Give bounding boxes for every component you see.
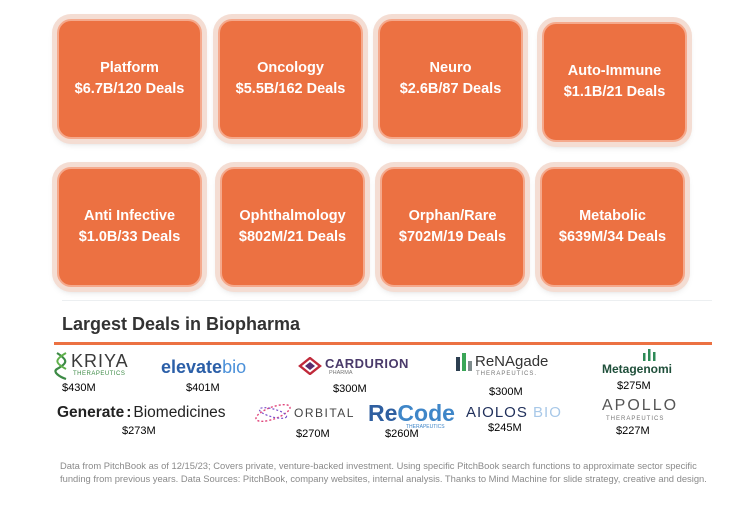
recode-amount: $260M	[385, 428, 419, 440]
sector-value: $2.6B/87 Deals	[399, 81, 502, 97]
sector-value: $6.7B/120 Deals	[74, 81, 185, 97]
elevatebio-name-a: elevate	[161, 357, 223, 377]
recode-name-a: Re	[368, 400, 398, 426]
renagade-amount: $300M	[489, 386, 523, 398]
sector-value: $1.0B/33 Deals	[78, 229, 181, 245]
dna-icon	[54, 352, 67, 381]
sector-tile-orphan-rare: Orphan/Rare $702M/19 Deals	[380, 167, 525, 287]
cardurion-name: CARDURION	[325, 356, 409, 371]
renagade-bars-icon	[456, 353, 472, 371]
footnote: Data from PitchBook as of 12/15/23; Cove…	[60, 460, 707, 484]
aiolos-name-a: AIOLOS	[466, 404, 528, 421]
aiolos-bio-logo: AIOLOS BIO	[466, 404, 562, 421]
generate-amount: $273M	[122, 425, 156, 437]
metagenomi-name: Metagenomi	[602, 362, 673, 376]
elevatebio-logo: elevatebio	[161, 357, 246, 378]
sector-name: Oncology	[257, 60, 324, 76]
sector-tile-auto-immune: Auto-Immune $1.1B/21 Deals	[542, 22, 687, 142]
sector-name: Auto-Immune	[567, 63, 662, 79]
aiolos-name-b: BIO	[533, 404, 562, 421]
recode-name-b: Code	[397, 400, 455, 426]
sector-value: $702M/19 Deals	[398, 229, 507, 245]
sector-value: $1.1B/21 Deals	[563, 84, 666, 100]
kriya-name: KRIYA	[71, 351, 129, 371]
sector-value: $5.5B/162 Deals	[235, 81, 346, 97]
apollo-name: APOLLO	[602, 397, 679, 414]
sector-value: $639M/34 Deals	[558, 229, 667, 245]
sector-tile-anti-infective: Anti Infective $1.0B/33 Deals	[57, 167, 202, 287]
orbital-name: ORBITAL	[294, 406, 355, 420]
sector-name: Neuro	[429, 60, 472, 76]
sector-name: Metabolic	[579, 208, 646, 224]
sector-name: Ophthalmology	[239, 208, 346, 224]
renagade-name: ReNAgade	[475, 353, 549, 370]
aiolos-amount: $245M	[488, 422, 522, 434]
recode-logo: ReCode THERAPEUTICS	[368, 400, 455, 430]
generate-name-b: Biomedicines	[133, 404, 226, 421]
sector-tile-neuro: Neuro $2.6B/87 Deals	[378, 19, 523, 139]
sector-value: $802M/21 Deals	[238, 229, 347, 245]
kriya-sub: THERAPEUTICS	[73, 371, 126, 377]
orbital-amount: $270M	[296, 428, 330, 440]
sector-name: Anti Infective	[83, 208, 176, 224]
recode-sub: THERAPEUTICS	[406, 424, 445, 430]
cardurion-sub: PHARMA	[329, 370, 353, 376]
apollo-sub: THERAPEUTICS	[606, 416, 665, 422]
kriya-amount: $430M	[62, 382, 96, 394]
largest-deals-title: Largest Deals in Biopharma	[62, 314, 301, 334]
metagenomi-amount: $275M	[617, 380, 651, 392]
sector-tile-metabolic: Metabolic $639M/34 Deals	[540, 167, 685, 287]
sector-tile-platform: Platform $6.7B/120 Deals	[57, 19, 202, 139]
renagade-sub: THERAPEUTICS.	[476, 371, 538, 377]
metagenomi-bars-icon	[643, 349, 656, 361]
cardurion-mark-icon	[298, 357, 322, 375]
sector-tile-oncology: Oncology $5.5B/162 Deals	[218, 19, 363, 139]
elevatebio-name-b: bio	[222, 357, 247, 377]
sector-name: Orphan/Rare	[408, 208, 497, 224]
title-underline	[54, 342, 712, 345]
generate-name-a: Generate	[57, 404, 125, 421]
generate-colon: :	[126, 404, 132, 421]
apollo-amount: $227M	[616, 425, 650, 437]
sector-tile-ophthalmology: Ophthalmology $802M/21 Deals	[220, 167, 365, 287]
elevatebio-amount: $401M	[186, 382, 220, 394]
sector-name: Platform	[100, 60, 159, 76]
generate-biomedicines-logo: Generate: Biomedicines	[57, 404, 226, 422]
cardurion-amount: $300M	[333, 383, 367, 395]
section-divider	[62, 300, 712, 301]
orbital-swirl-icon	[255, 403, 291, 423]
